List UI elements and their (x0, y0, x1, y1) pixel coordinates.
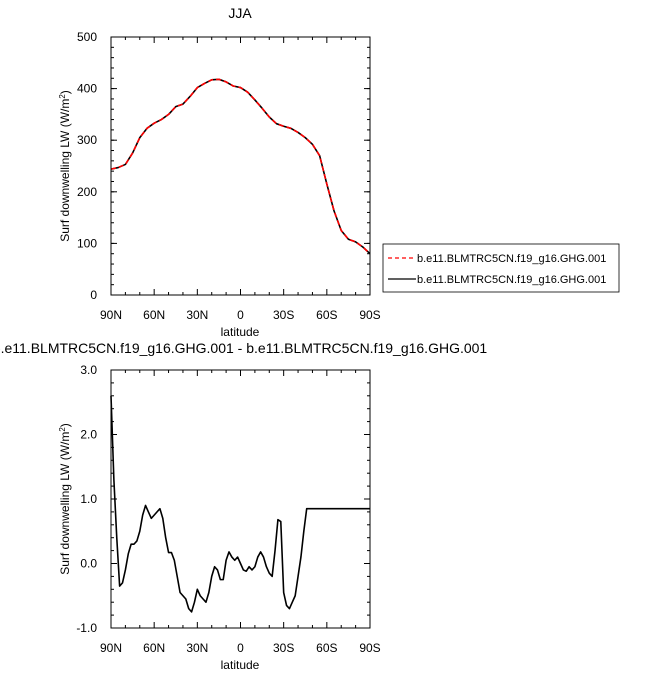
bottom-panel-title: b.e11.BLMTRC5CN.f19_g16.GHG.001 - b.e11.… (0, 340, 487, 356)
y-tick-label: 2.0 (80, 428, 97, 442)
series-line-1 (110, 395, 370, 613)
top-panel-y-axis-label: Surf downwelling LW (W/m2) (58, 90, 72, 242)
y-tick-label: 400 (77, 82, 97, 96)
y-tick-label: 500 (77, 30, 97, 44)
x-tick-label: 30N (186, 641, 208, 655)
y-tick-label: 100 (77, 236, 97, 250)
x-tick-label: 30N (186, 308, 208, 322)
x-tick-label: 60N (143, 641, 165, 655)
legend-box (382, 243, 620, 293)
series-line-1 (110, 78, 371, 255)
x-tick-label: 60N (143, 308, 165, 322)
legend-label-series-2: b.e11.BLMTRC5CN.f19_g16.GHG.001 (417, 274, 606, 286)
x-tick-label: 30S (273, 641, 294, 655)
x-tick-label: 0 (237, 308, 244, 322)
top-panel: JJA 90N 60N 30N 0 30S 60S 90S0100200300400500 … (58, 5, 620, 339)
x-tick-label: 60S (316, 641, 337, 655)
bottom-panel-plot-frame (110, 369, 371, 629)
top-panel-legend: b.e11.BLMTRC5CN.f19_g16.GHG.001 b.e11.BL… (382, 243, 620, 293)
x-tick-label: 60S (316, 308, 337, 322)
bottom-panel-y-axis-label: Surf downwelling LW (W/m2) (58, 423, 72, 575)
y-tick-label: 1.0 (80, 492, 97, 506)
x-tick-label: 90S (359, 308, 380, 322)
bottom-panel: b.e11.BLMTRC5CN.f19_g16.GHG.001 - b.e11.… (0, 340, 487, 672)
y-tick-label: 0.0 (80, 557, 97, 571)
x-tick-label: 30S (273, 308, 294, 322)
x-tick-label: 90N (100, 641, 122, 655)
bottom-panel-x-axis-label: latitude (221, 658, 260, 672)
y-tick-label: 3.0 (80, 363, 97, 377)
top-panel-title: JJA (228, 5, 252, 21)
top-panel-x-axis-label: latitude (221, 325, 260, 339)
y-tick-label: 300 (77, 133, 97, 147)
x-tick-label: 90N (100, 308, 122, 322)
y-tick-label: 200 (77, 185, 97, 199)
top-panel-plot-frame (110, 36, 371, 296)
series-line-2 (110, 78, 371, 255)
legend-label-series-1: b.e11.BLMTRC5CN.f19_g16.GHG.001 (417, 253, 606, 265)
y-tick-label: 0 (90, 288, 97, 302)
x-tick-label: 90S (359, 641, 380, 655)
y-tick-label: -1.0 (76, 621, 97, 635)
x-tick-label: 0 (237, 641, 244, 655)
